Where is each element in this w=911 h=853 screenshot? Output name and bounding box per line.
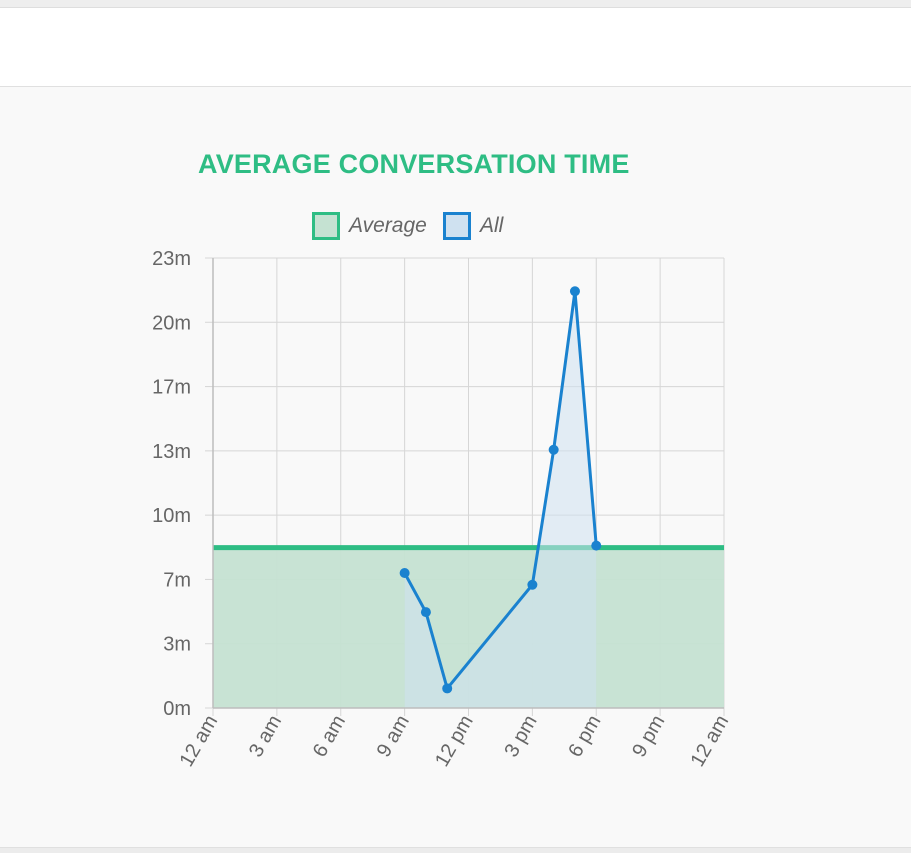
- x-tick-label: 6 pm: [564, 712, 605, 762]
- all-data-point: [591, 540, 602, 551]
- y-tick-label: 7m: [163, 569, 191, 591]
- legend-swatch-all: [443, 212, 471, 240]
- all-data-point: [399, 568, 410, 578]
- y-tick-label: 17m: [152, 377, 191, 399]
- x-tick-label: 12 am: [175, 712, 222, 771]
- chart-title: AVERAGE CONVERSATION TIME: [198, 149, 630, 179]
- bottom-divider: [0, 847, 911, 853]
- legend-label-average: Average: [347, 214, 427, 237]
- all-data-point: [420, 607, 431, 618]
- all-area: [404, 291, 597, 708]
- y-tick-label: 10m: [152, 505, 191, 527]
- x-tick-label: 6 am: [309, 712, 350, 762]
- top-strip: [0, 0, 911, 8]
- all-data-point: [548, 444, 559, 455]
- x-tick-label: 3 pm: [500, 712, 541, 762]
- y-tick-label: 20m: [152, 312, 191, 334]
- all-series-layer: [399, 286, 602, 708]
- legend-swatch-average: [312, 212, 340, 240]
- y-tick-label: 23m: [152, 248, 191, 270]
- x-tick-label: 9 am: [373, 712, 414, 762]
- legend: Average All: [312, 212, 505, 240]
- all-data-point: [569, 286, 580, 297]
- x-tick-label: 3 am: [245, 712, 286, 762]
- y-tick-label: 0m: [163, 698, 191, 720]
- all-data-point: [442, 683, 453, 694]
- header-bar: [0, 8, 911, 87]
- y-tick-label: 13m: [152, 441, 191, 463]
- all-data-point: [527, 579, 538, 590]
- x-tick-label: 12 am: [686, 712, 733, 771]
- x-tick-label: 12 pm: [431, 712, 478, 771]
- x-tick-label: 9 pm: [628, 712, 669, 762]
- legend-label-all: All: [478, 214, 505, 237]
- y-tick-label: 3m: [163, 634, 191, 656]
